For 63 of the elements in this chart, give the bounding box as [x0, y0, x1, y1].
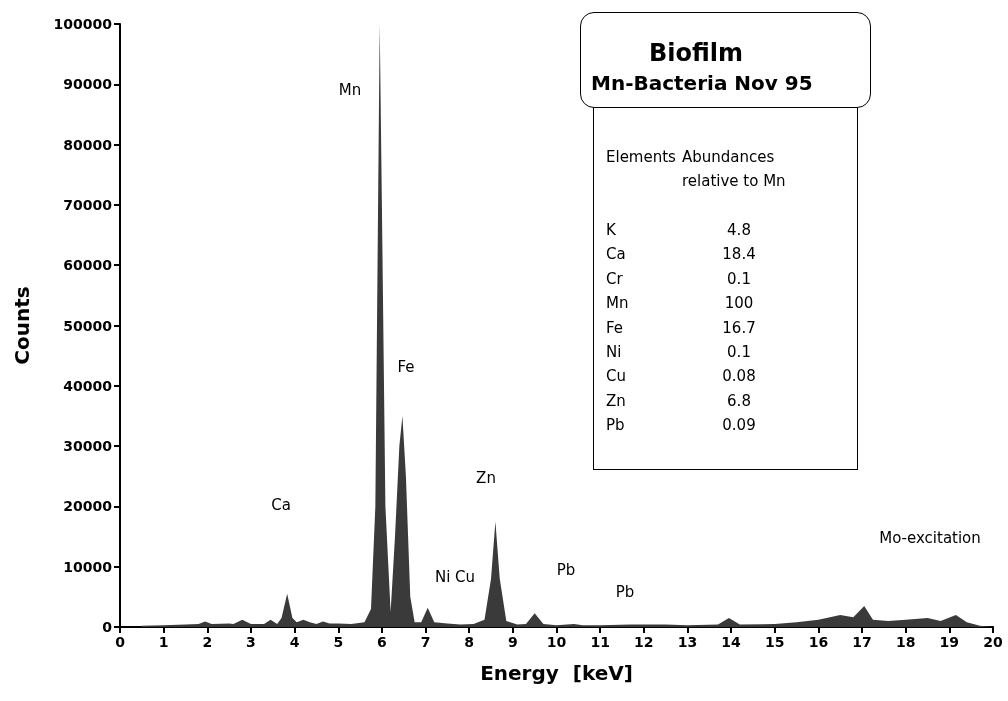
- annotation: Zn: [606, 391, 626, 410]
- annotation: 16.7: [722, 318, 756, 337]
- annotation: Abundances relative to Mn: [682, 147, 786, 192]
- x-tick-label: 13: [677, 634, 698, 650]
- y-tick-label: 10000: [63, 558, 113, 575]
- annotation: Fe: [606, 318, 624, 337]
- annotation: 18.4: [722, 245, 756, 264]
- x-tick-label: 3: [246, 634, 256, 650]
- y-tick-label: 50000: [63, 317, 113, 334]
- annotation: Fe: [397, 358, 415, 376]
- annotation: Ca: [271, 496, 291, 514]
- x-tick-label: 12: [634, 634, 654, 650]
- x-tick-label: 2: [202, 634, 213, 650]
- annotation: 6.8: [727, 391, 751, 410]
- x-tick-label: 14: [721, 634, 742, 650]
- annotation: Pb: [606, 416, 625, 435]
- x-tick-label: 5: [333, 634, 344, 650]
- x-tick-label: 4: [289, 634, 300, 650]
- x-tick-label: 9: [507, 634, 518, 650]
- x-tick-label: 16: [808, 634, 829, 650]
- annotation: Pb: [556, 561, 576, 579]
- annotation: K: [606, 221, 616, 239]
- title-box: Biofilm Mn-Bacteria Nov 95: [580, 12, 871, 108]
- annotation: 0.09: [722, 416, 756, 435]
- y-tick-label: 0: [102, 619, 113, 635]
- y-tick-label: 100000: [53, 16, 113, 32]
- x-tick-label: 19: [939, 634, 960, 650]
- annotation: 0.1: [727, 269, 751, 288]
- x-tick-label: 1: [158, 634, 169, 650]
- y-tick-label: 70000: [63, 196, 113, 213]
- annotation: Ni Cu: [434, 568, 476, 586]
- annotation: Mn: [338, 81, 362, 99]
- y-tick-label: 80000: [63, 136, 113, 153]
- y-tick-label: 90000: [63, 76, 113, 93]
- annotation: 4.8: [727, 221, 751, 239]
- annotation: Ni: [606, 343, 622, 361]
- annotation: 0.1: [727, 343, 751, 361]
- annotation: Zn: [476, 469, 496, 487]
- y-tick-label: 20000: [63, 498, 113, 515]
- annotation: Pb: [615, 583, 635, 601]
- annotation: Ca: [606, 245, 626, 264]
- y-tick-label: 40000: [63, 377, 113, 394]
- y-tick-label: 30000: [63, 438, 113, 455]
- annotation: 0.08: [722, 367, 756, 386]
- x-tick-label: 10: [546, 634, 567, 650]
- x-axis-title: Energy [keV]: [480, 661, 633, 685]
- y-axis-title: Counts: [10, 286, 34, 365]
- x-tick-label: 15: [765, 634, 785, 650]
- x-tick-label: 8: [464, 634, 475, 650]
- x-tick-label: 6: [377, 634, 387, 650]
- x-tick-label: 20: [983, 634, 1003, 650]
- x-tick-label: 17: [852, 634, 872, 650]
- y-tick-label: 60000: [63, 257, 113, 274]
- x-tick-label: 18: [895, 634, 916, 650]
- x-tick-label: 7: [420, 634, 431, 650]
- x-tick-label: 11: [590, 634, 610, 650]
- annotation: Cu: [606, 367, 626, 386]
- annotation: Mo-excitation: [879, 529, 981, 547]
- annotation: Mn: [606, 294, 629, 313]
- annotation: Cr: [606, 269, 623, 288]
- annotation: 100: [724, 294, 754, 313]
- annotation: Elements: [606, 147, 676, 168]
- x-tick-label: 0: [115, 634, 126, 650]
